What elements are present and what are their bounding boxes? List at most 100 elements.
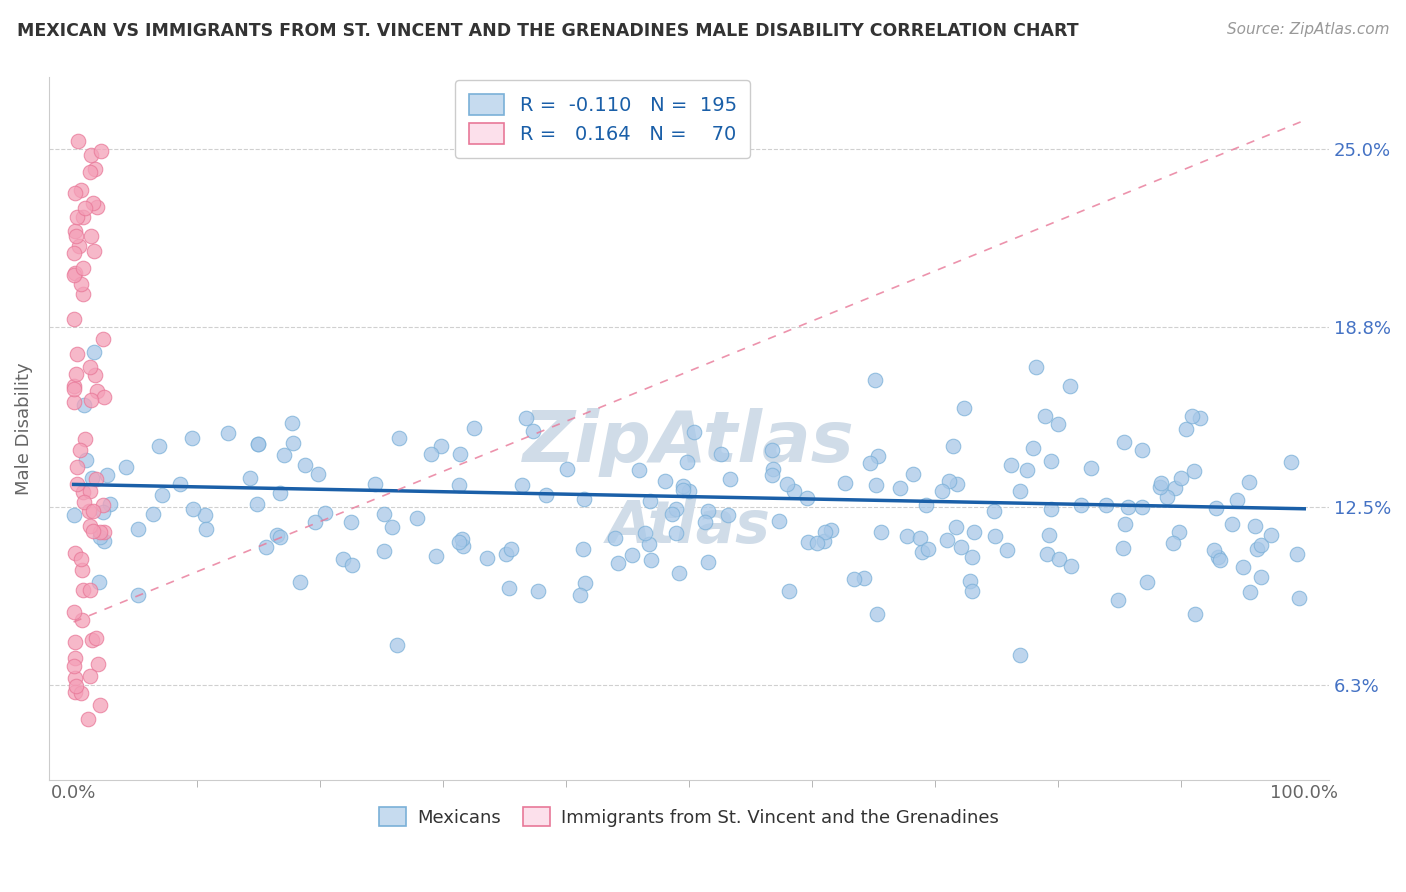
Point: [406, 511, 429, 525]
Point: [1205, 500, 1227, 515]
Point: [266, 528, 288, 542]
Point: [820, 523, 842, 537]
Point: [949, 541, 972, 555]
Y-axis label: Male Disability: Male Disability: [15, 362, 32, 495]
Point: [953, 401, 976, 416]
Point: [180, 431, 202, 445]
Point: [70, 183, 93, 197]
Point: [1038, 528, 1060, 542]
Point: [984, 529, 1007, 543]
Point: [79, 583, 101, 598]
Point: [603, 531, 626, 545]
Point: [69, 277, 91, 292]
Point: [859, 456, 882, 470]
Point: [91, 332, 114, 346]
Point: [498, 581, 520, 595]
Point: [246, 436, 269, 450]
Point: [661, 507, 683, 521]
Point: [672, 483, 695, 498]
Point: [82, 524, 104, 539]
Point: [89, 698, 111, 713]
Point: [695, 515, 717, 529]
Point: [1288, 591, 1310, 606]
Point: [90, 144, 112, 158]
Point: [813, 534, 835, 549]
Point: [62, 268, 84, 282]
Point: [960, 549, 983, 564]
Point: [834, 476, 856, 491]
Point: [86, 631, 108, 645]
Point: [668, 566, 690, 581]
Point: [959, 574, 981, 588]
Point: [82, 196, 104, 211]
Point: [634, 526, 657, 541]
Point: [1025, 360, 1047, 375]
Point: [1220, 516, 1243, 531]
Point: [1017, 463, 1039, 477]
Point: [853, 571, 876, 585]
Point: [568, 588, 591, 602]
Point: [65, 266, 87, 280]
Point: [1246, 542, 1268, 557]
Point: [340, 515, 363, 529]
Point: [79, 165, 101, 179]
Point: [80, 147, 103, 161]
Text: Atlas: Atlas: [607, 499, 770, 556]
Point: [1239, 584, 1261, 599]
Point: [65, 367, 87, 381]
Point: [515, 411, 537, 425]
Point: [66, 347, 89, 361]
Point: [672, 479, 695, 493]
Point: [63, 659, 86, 673]
Point: [606, 557, 628, 571]
Point: [288, 574, 311, 589]
Point: [555, 462, 578, 476]
Point: [342, 558, 364, 573]
Point: [1136, 574, 1159, 589]
Point: [1226, 493, 1249, 508]
Point: [768, 514, 790, 528]
Point: [79, 669, 101, 683]
Point: [194, 522, 217, 536]
Point: [332, 552, 354, 566]
Point: [63, 245, 86, 260]
Point: [1149, 476, 1171, 491]
Point: [91, 505, 114, 519]
Point: [870, 524, 893, 539]
Point: [1250, 538, 1272, 552]
Point: [1059, 379, 1081, 393]
Point: [676, 455, 699, 469]
Point: [79, 484, 101, 499]
Point: [269, 485, 291, 500]
Point: [796, 534, 818, 549]
Point: [761, 467, 783, 482]
Point: [385, 638, 408, 652]
Point: [495, 547, 517, 561]
Point: [447, 477, 470, 491]
Point: [87, 657, 110, 671]
Legend: Mexicans, Immigrants from St. Vincent and the Grenadines: Mexicans, Immigrants from St. Vincent an…: [373, 800, 1005, 834]
Point: [148, 439, 170, 453]
Point: [314, 506, 336, 520]
Point: [903, 467, 925, 481]
Point: [945, 520, 967, 534]
Point: [65, 186, 87, 200]
Point: [627, 462, 650, 476]
Point: [304, 515, 326, 529]
Point: [896, 529, 918, 543]
Point: [62, 508, 84, 522]
Point: [574, 576, 596, 591]
Point: [98, 497, 121, 511]
Point: [665, 501, 688, 516]
Text: ZipAtlas: ZipAtlas: [523, 408, 855, 477]
Point: [1130, 500, 1153, 514]
Point: [814, 525, 837, 540]
Point: [127, 588, 149, 602]
Point: [1202, 542, 1225, 557]
Point: [678, 484, 700, 499]
Point: [1080, 461, 1102, 475]
Point: [83, 345, 105, 359]
Point: [1170, 471, 1192, 485]
Point: [1060, 558, 1083, 573]
Point: [63, 394, 86, 409]
